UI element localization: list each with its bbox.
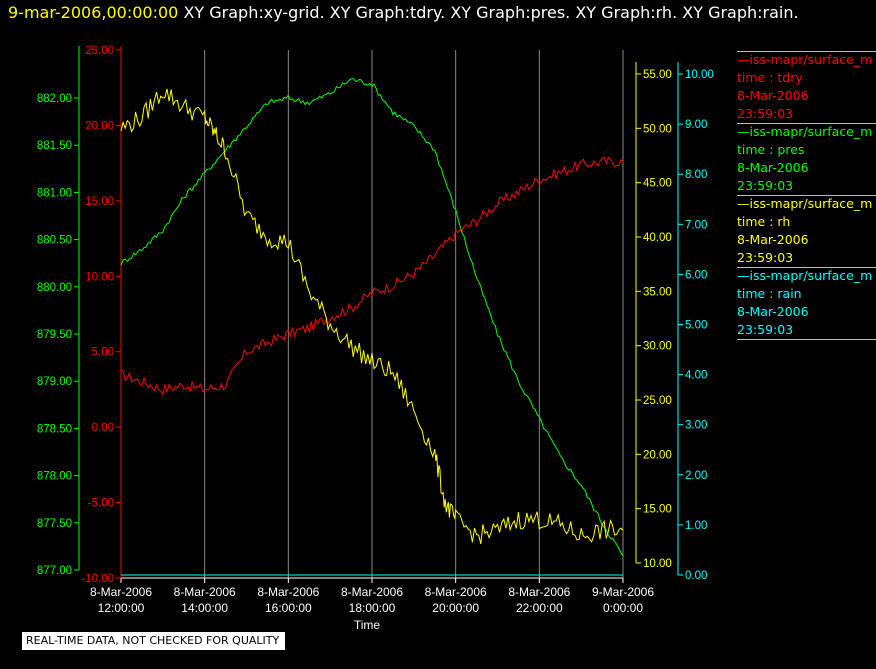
x-tick-label-time: 0:00:00 bbox=[603, 601, 643, 615]
series-line-tdry bbox=[120, 156, 624, 396]
y-tick-label-rain: 7.00 bbox=[685, 219, 707, 231]
y-tick-label-tdry: 10.00 bbox=[85, 271, 114, 283]
legend-series-name: —iss-mapr/surface_m bbox=[737, 268, 873, 283]
x-tick-label-date: 8-Mar-2006 bbox=[90, 585, 152, 599]
legend-separator bbox=[737, 339, 876, 340]
y-tick-label-rh: 15.00 bbox=[643, 504, 672, 516]
legend-label: time : rh bbox=[737, 214, 791, 229]
x-tick-label-time: 20:00:00 bbox=[432, 601, 479, 615]
y-tick-label-pres: 879.50 bbox=[37, 329, 72, 341]
x-tick-label-date: 8-Mar-2006 bbox=[257, 585, 319, 599]
y-tick-label-rh: 10.00 bbox=[643, 558, 672, 570]
y-tick-label-pres: 880.50 bbox=[37, 235, 72, 247]
y-tick-label-pres: 878.00 bbox=[37, 471, 72, 483]
legend-entry-rh: —iss-mapr/surface_m time : rh 8-Mar-2006… bbox=[737, 195, 876, 267]
legend-series-name: —iss-mapr/surface_m bbox=[737, 52, 873, 67]
series-line-rh bbox=[120, 88, 624, 545]
y-tick-label-tdry: -5.00 bbox=[88, 498, 114, 510]
y-tick-label-pres: 877.50 bbox=[37, 518, 72, 530]
y-tick-label-tdry: 20.00 bbox=[85, 120, 114, 132]
legend-entry-rain: —iss-mapr/surface_m time : rain 8-Mar-20… bbox=[737, 267, 876, 339]
y-tick-label-rain: 2.00 bbox=[685, 470, 707, 482]
y-tick-label-rain: 10.00 bbox=[685, 69, 714, 81]
x-tick-label-time: 22:00:00 bbox=[516, 601, 563, 615]
y-tick-label-rh: 35.00 bbox=[643, 286, 672, 298]
y-tick-label-rain: 0.00 bbox=[685, 570, 707, 582]
x-tick-label-time: 18:00:00 bbox=[349, 601, 396, 615]
legend-separator bbox=[737, 267, 876, 268]
y-tick-label-rain: 9.00 bbox=[685, 119, 707, 131]
legend-date: 8-Mar-2006 bbox=[737, 160, 809, 175]
header-datetime: 9-mar-2006,00:00:00 bbox=[8, 3, 179, 22]
legend-time: 23:59:03 bbox=[737, 322, 794, 337]
quality-note: REAL-TIME DATA, NOT CHECKED FOR QUALITY bbox=[21, 631, 287, 651]
y-tick-label-rh: 45.00 bbox=[643, 178, 672, 190]
y-tick-label-rh: 20.00 bbox=[643, 449, 672, 461]
y-tick-label-pres: 880.00 bbox=[37, 282, 72, 294]
y-tick-label-rain: 8.00 bbox=[685, 169, 707, 181]
x-tick-label-date: 9-Mar-2006 bbox=[592, 585, 654, 599]
y-tick-label-pres: 881.50 bbox=[37, 140, 72, 152]
x-axis-label: Time bbox=[354, 618, 381, 632]
y-tick-label-pres: 882.00 bbox=[37, 93, 72, 105]
legend-separator bbox=[737, 51, 876, 52]
y-tick-label-pres: 878.50 bbox=[37, 423, 72, 435]
legend-label: time : tdry bbox=[737, 70, 803, 85]
legend-date: 8-Mar-2006 bbox=[737, 304, 809, 319]
y-tick-label-rh: 55.00 bbox=[643, 69, 672, 81]
legend-separator bbox=[737, 123, 876, 124]
legend-date: 8-Mar-2006 bbox=[737, 88, 809, 103]
legend-label: time : rain bbox=[737, 286, 802, 301]
y-tick-label-tdry: 0.00 bbox=[92, 422, 114, 434]
y-tick-label-rh: 50.00 bbox=[643, 123, 672, 135]
y-tick-label-pres: 877.00 bbox=[37, 565, 72, 577]
y-tick-label-rain: 1.00 bbox=[685, 520, 707, 532]
x-tick-label-time: 14:00:00 bbox=[181, 601, 228, 615]
y-tick-label-rh: 30.00 bbox=[643, 341, 672, 353]
y-tick-label-rain: 4.00 bbox=[685, 370, 707, 382]
legend-series-name: —iss-mapr/surface_m bbox=[737, 124, 873, 139]
x-tick-label-time: 12:00:00 bbox=[98, 601, 145, 615]
header-graphs: XY Graph:xy-grid. XY Graph:tdry. XY Grap… bbox=[183, 3, 799, 22]
legend-date: 8-Mar-2006 bbox=[737, 232, 809, 247]
y-tick-label-rain: 3.00 bbox=[685, 420, 707, 432]
legend-time: 23:59:03 bbox=[737, 250, 794, 265]
legend-label: time : pres bbox=[737, 142, 805, 157]
legend-entry-tdry: —iss-mapr/surface_m time : tdry 8-Mar-20… bbox=[737, 51, 876, 123]
y-tick-label-rain: 6.00 bbox=[685, 269, 707, 281]
y-tick-label-pres: 881.00 bbox=[37, 187, 72, 199]
y-tick-label-tdry: 15.00 bbox=[85, 196, 114, 208]
legend-time: 23:59:03 bbox=[737, 178, 794, 193]
series-line-pres bbox=[120, 78, 624, 557]
y-tick-label-tdry: 25.00 bbox=[85, 45, 114, 57]
legend-entry-pres: —iss-mapr/surface_m time : pres 8-Mar-20… bbox=[737, 123, 876, 195]
legend-separator bbox=[737, 195, 876, 196]
y-tick-label-rh: 40.00 bbox=[643, 232, 672, 244]
legend-time: 23:59:03 bbox=[737, 106, 794, 121]
y-tick-label-pres: 879.00 bbox=[37, 376, 72, 388]
x-tick-label-time: 16:00:00 bbox=[265, 601, 312, 615]
x-tick-label-date: 8-Mar-2006 bbox=[341, 585, 403, 599]
x-tick-label-date: 8-Mar-2006 bbox=[425, 585, 487, 599]
y-tick-label-rh: 25.00 bbox=[643, 395, 672, 407]
x-tick-label-date: 8-Mar-2006 bbox=[508, 585, 570, 599]
x-tick-label-date: 8-Mar-2006 bbox=[174, 585, 236, 599]
y-tick-label-tdry: 5.00 bbox=[92, 347, 114, 359]
legend-series-name: —iss-mapr/surface_m bbox=[737, 196, 873, 211]
y-tick-label-rain: 5.00 bbox=[685, 320, 707, 332]
title-bar: 9-mar-2006,00:00:00 XY Graph:xy-grid. XY… bbox=[8, 3, 799, 22]
y-tick-label-tdry: -10.00 bbox=[81, 573, 114, 585]
